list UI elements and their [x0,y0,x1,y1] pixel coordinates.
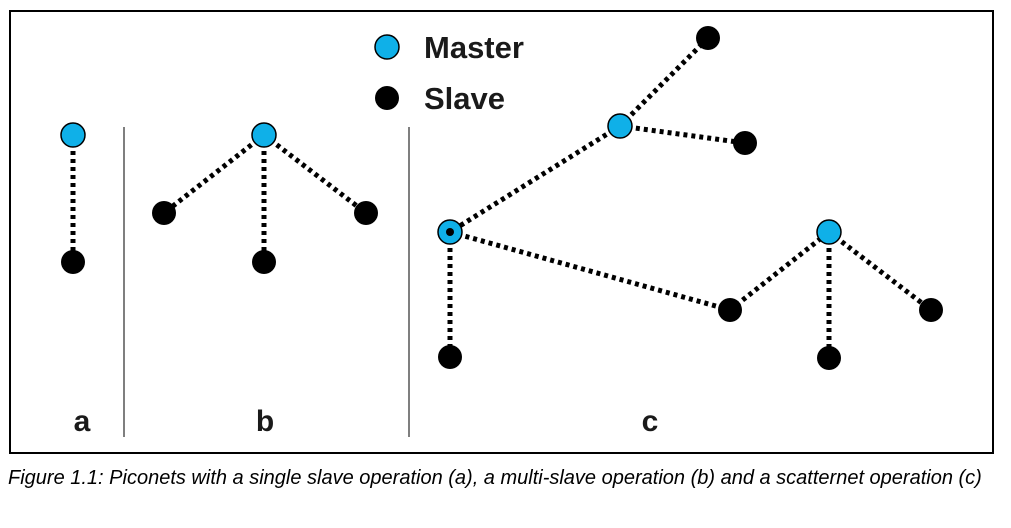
slave-node [718,298,742,322]
panel-label-b: b [256,405,274,438]
link [162,133,266,215]
slave-node [817,346,841,370]
panel-label-c: c [642,405,659,438]
panel-c-scatternet [437,26,943,370]
legend-master-label: Master [424,30,524,65]
link [618,36,710,128]
figure-frame [9,10,994,454]
bridge-slave-dot [446,228,454,236]
link [262,133,368,215]
link [728,230,831,312]
panel-b-multi-slave [152,122,378,274]
link [449,229,731,313]
link [448,123,622,235]
slave-node [354,201,378,225]
slave-node [919,298,943,322]
slave-node [252,250,276,274]
legend-slave-label: Slave [424,81,505,116]
slave-node [152,201,176,225]
figure-caption: Figure 1.1: Piconets with a single slave… [8,467,982,489]
slave-node [733,131,757,155]
legend: Master Slave [374,30,524,116]
master-node [251,122,277,148]
legend-master-marker [374,34,400,60]
slave-node [438,345,462,369]
legend-slave-marker [375,86,399,110]
link [827,230,933,312]
slave-node [696,26,720,50]
link [619,123,746,146]
panel-a-single-slave [60,122,86,274]
master-node [607,113,633,139]
panel-label-a: a [74,405,91,438]
master-node [60,122,86,148]
master-node [816,219,842,245]
piconet-diagram: Master Slave [9,10,994,454]
slave-node [61,250,85,274]
